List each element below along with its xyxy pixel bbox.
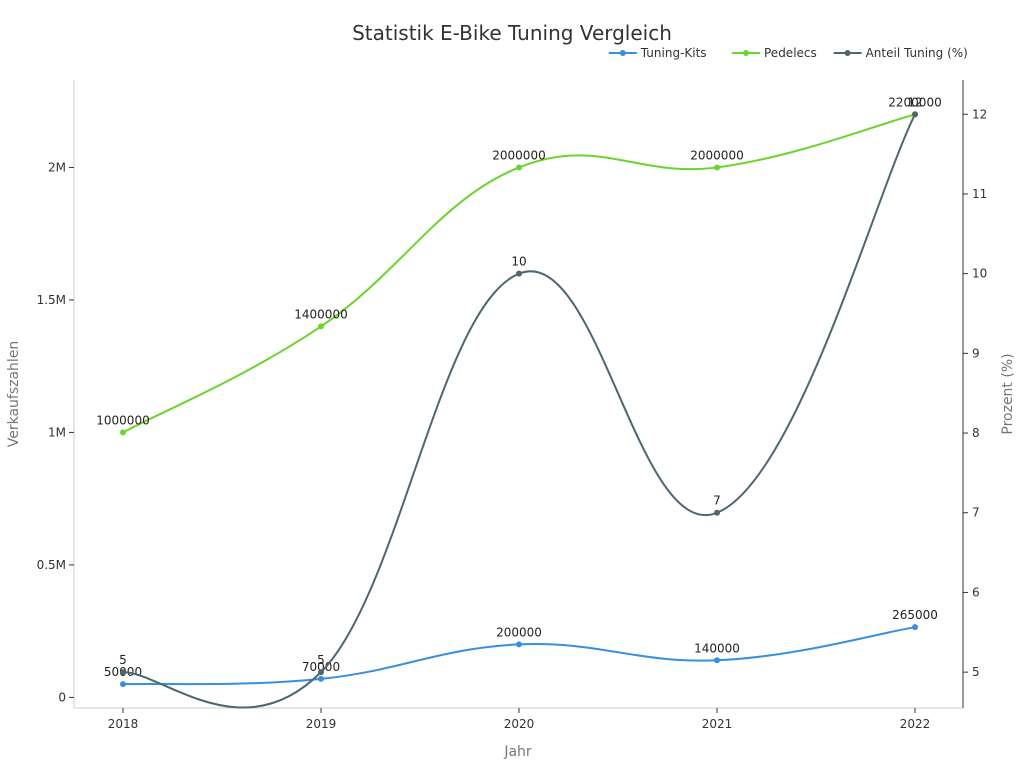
x-tick-label: 2021 xyxy=(702,717,733,731)
y2-axis-title: Prozent (%) xyxy=(1000,353,1016,434)
y-tick-label: 0 xyxy=(58,690,66,704)
series-line xyxy=(122,113,916,434)
data-label: 140000 xyxy=(694,641,740,655)
data-label: 2000000 xyxy=(492,148,545,162)
data-point xyxy=(120,429,126,436)
x-ticks: 2018 2019 2020 2021 2022 xyxy=(108,708,931,731)
y2-tick-label: 11 xyxy=(972,187,987,201)
series-tuning-kits: 5000070000200000140000265000 xyxy=(104,608,938,688)
data-label: 5 xyxy=(317,653,325,667)
data-label: 70000 xyxy=(302,660,340,674)
series-line xyxy=(122,113,916,709)
legend-item: Pedelecs xyxy=(732,46,817,60)
data-point xyxy=(714,164,720,171)
legend-swatch-dot xyxy=(844,50,851,56)
x-tick-label: 2019 xyxy=(306,717,337,731)
data-label: 200000 xyxy=(496,625,542,639)
y-axis-title: Verkaufszahlen xyxy=(6,341,22,448)
legend-label: Anteil Tuning (%) xyxy=(866,46,968,60)
data-point xyxy=(516,164,522,171)
legend-item: Anteil Tuning (%) xyxy=(833,46,968,60)
series-anteil-tuning: 5 5 10 7 12 xyxy=(119,95,923,709)
legend-label: Pedelecs xyxy=(764,46,817,60)
data-label: 5 xyxy=(119,653,127,667)
data-label: 2200000 xyxy=(888,95,941,109)
data-point xyxy=(120,669,126,676)
y-tick-label: 2M xyxy=(48,160,66,174)
y2-tick-label: 10 xyxy=(972,267,987,281)
data-point xyxy=(714,509,720,516)
x-tick-label: 2022 xyxy=(900,717,931,731)
y2-tick-label: 9 xyxy=(972,346,980,360)
y2-tick-label: 7 xyxy=(972,506,980,520)
data-point xyxy=(516,641,522,648)
data-point xyxy=(912,111,918,118)
y-tick-label: 1M xyxy=(48,425,66,439)
data-label: 12 xyxy=(907,95,922,109)
y2-tick-label: 12 xyxy=(972,107,987,121)
chart-title: Statistik E-Bike Tuning Vergleich xyxy=(352,21,672,45)
data-label: 265000 xyxy=(892,608,938,622)
y-tick-label: 0.5M xyxy=(37,558,66,572)
data-point xyxy=(120,681,126,688)
data-label: 1400000 xyxy=(294,307,347,321)
data-label: 1000000 xyxy=(96,413,149,427)
y2-tick-label: 6 xyxy=(972,585,980,599)
legend: Tuning-Kits Pedelecs Anteil Tuning (%) xyxy=(608,46,968,60)
data-point xyxy=(318,669,324,676)
legend-label: Tuning-Kits xyxy=(640,46,707,60)
x-tick-label: 2020 xyxy=(504,717,535,731)
data-label: 10 xyxy=(511,255,526,269)
y2-tick-label: 8 xyxy=(972,426,980,440)
legend-swatch-dot xyxy=(743,50,749,56)
x-axis-title: Jahr xyxy=(503,744,532,760)
data-point xyxy=(318,323,324,330)
data-point xyxy=(912,624,918,631)
series-pedelecs: 1000000 1400000 2000000 2000000 2200000 xyxy=(96,95,942,436)
x-tick-label: 2018 xyxy=(108,717,139,731)
y-ticks: 0 0.5M 1M 1.5M 2M xyxy=(37,160,74,704)
legend-swatch-dot xyxy=(619,50,626,56)
y2-ticks: 5 6 7 8 9 10 11 12 xyxy=(963,107,987,679)
data-label: 2000000 xyxy=(690,148,743,162)
data-label: 7 xyxy=(713,494,721,508)
series-lines: 5000070000200000140000265000100000014000… xyxy=(96,95,942,709)
legend-item: Tuning-Kits xyxy=(608,46,707,60)
y2-tick-label: 5 xyxy=(972,665,980,679)
data-point xyxy=(714,657,720,664)
plot-area: 2018 2019 2020 2021 2022 0 0.5M 1M 1.5M 2M 5 6 7 8 9… xyxy=(37,80,987,731)
data-point xyxy=(318,675,324,682)
data-point xyxy=(516,270,522,277)
y-tick-label: 1.5M xyxy=(37,293,66,307)
